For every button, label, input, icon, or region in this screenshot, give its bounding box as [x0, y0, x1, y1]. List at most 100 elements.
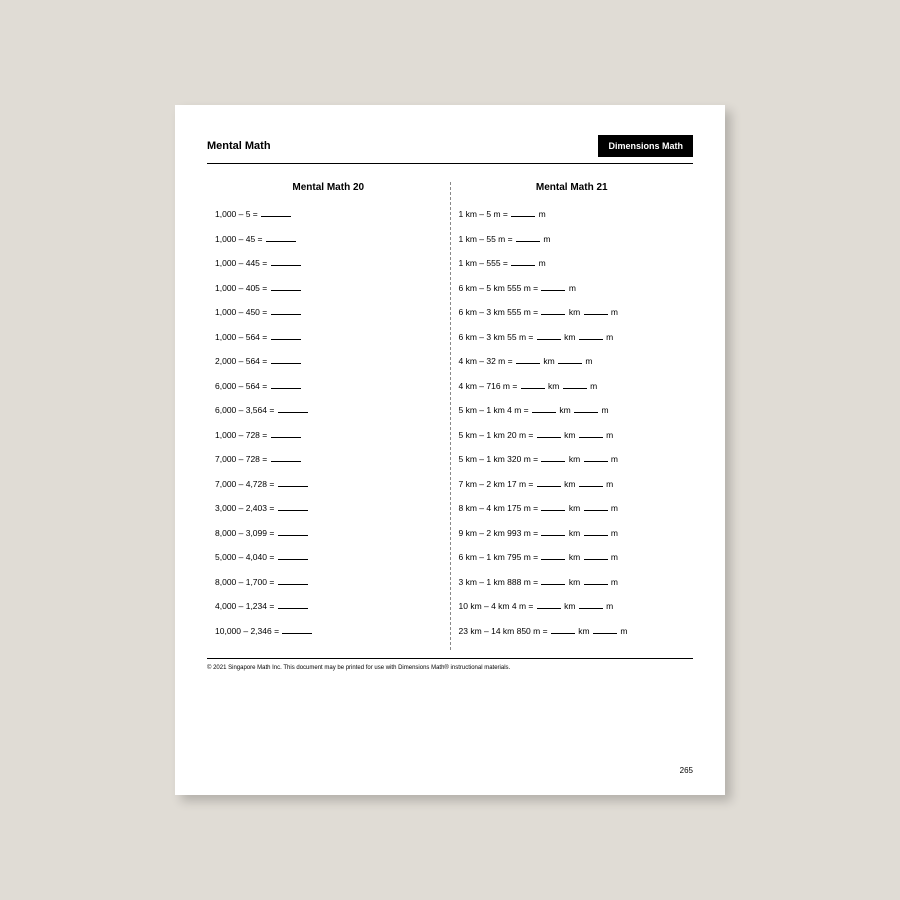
- answer-blank: [584, 503, 608, 511]
- answer-blank: [541, 283, 565, 291]
- answer-blank: [537, 430, 561, 438]
- left-column-title: Mental Math 20: [215, 182, 442, 193]
- unit-label: km: [566, 307, 582, 317]
- answer-blank: [266, 234, 296, 242]
- problem-expression: 23 km – 14 km 850 m =: [459, 626, 550, 636]
- unit-label: km: [557, 405, 573, 415]
- unit-label: m: [541, 234, 550, 244]
- problem-expression: 1,000 – 564 =: [215, 332, 270, 342]
- worksheet-page: Mental Math Dimensions Math Mental Math …: [175, 105, 725, 795]
- problem-row: 6,000 – 564 =: [215, 381, 442, 391]
- problem-row: 7,000 – 4,728 =: [215, 479, 442, 489]
- answer-blank: [584, 454, 608, 462]
- answer-blank: [584, 307, 608, 315]
- problem-row: 5 km – 1 km 20 m = km m: [459, 430, 686, 440]
- answer-blank: [537, 601, 561, 609]
- answer-blank: [271, 381, 301, 389]
- problem-expression: 8,000 – 1,700 =: [215, 577, 277, 587]
- copyright-text: © 2021 Singapore Math Inc. This document…: [207, 665, 510, 671]
- problem-expression: 3,000 – 2,403 =: [215, 503, 277, 513]
- problem-row: 1 km – 55 m = m: [459, 234, 686, 244]
- problem-row: 1,000 – 45 =: [215, 234, 442, 244]
- problem-expression: 1,000 – 405 =: [215, 283, 270, 293]
- problem-expression: 8,000 – 3,099 =: [215, 528, 277, 538]
- unit-label: km: [566, 528, 582, 538]
- problem-row: 4 km – 716 m = km m: [459, 381, 686, 391]
- answer-blank: [511, 258, 535, 266]
- unit-label: m: [566, 283, 575, 293]
- problem-row: 1,000 – 564 =: [215, 332, 442, 342]
- problem-row: 1,000 – 728 =: [215, 430, 442, 440]
- unit-label: km: [562, 332, 578, 342]
- problem-expression: 6 km – 3 km 55 m =: [459, 332, 536, 342]
- problem-expression: 5 km – 1 km 4 m =: [459, 405, 532, 415]
- unit-label: km: [566, 552, 582, 562]
- answer-blank: [271, 258, 301, 266]
- right-problems-container: 1 km – 5 m = m1 km – 55 m = m1 km – 555 …: [459, 209, 686, 636]
- problem-row: 5 km – 1 km 4 m = km m: [459, 405, 686, 415]
- problem-expression: 7,000 – 728 =: [215, 454, 270, 464]
- problem-row: 6 km – 3 km 555 m = km m: [459, 307, 686, 317]
- unit-label: km: [562, 601, 578, 611]
- problem-expression: 6 km – 5 km 555 m =: [459, 283, 541, 293]
- answer-blank: [278, 552, 308, 560]
- unit-label: m: [536, 209, 545, 219]
- answer-blank: [537, 332, 561, 340]
- unit-label: m: [604, 430, 613, 440]
- problem-row: 6 km – 3 km 55 m = km m: [459, 332, 686, 342]
- page-title: Mental Math: [207, 140, 271, 152]
- problem-row: 7 km – 2 km 17 m = km m: [459, 479, 686, 489]
- unit-label: km: [566, 454, 582, 464]
- answer-blank: [541, 307, 565, 315]
- unit-label: m: [609, 577, 618, 587]
- answer-blank: [584, 552, 608, 560]
- problem-row: 8,000 – 1,700 =: [215, 577, 442, 587]
- problem-row: 4 km – 32 m = km m: [459, 356, 686, 366]
- problem-expression: 1 km – 555 =: [459, 258, 511, 268]
- unit-label: m: [609, 503, 618, 513]
- answer-blank: [261, 209, 291, 217]
- problem-expression: 4 km – 716 m =: [459, 381, 520, 391]
- unit-label: km: [566, 503, 582, 513]
- problem-expression: 1 km – 5 m =: [459, 209, 511, 219]
- right-column-title: Mental Math 21: [459, 182, 686, 193]
- unit-label: km: [541, 356, 557, 366]
- unit-label: km: [576, 626, 592, 636]
- problem-expression: 1 km – 55 m =: [459, 234, 515, 244]
- problem-expression: 6,000 – 564 =: [215, 381, 270, 391]
- unit-label: m: [609, 454, 618, 464]
- problem-expression: 5 km – 1 km 320 m =: [459, 454, 541, 464]
- answer-blank: [271, 332, 301, 340]
- unit-label: m: [604, 601, 613, 611]
- answer-blank: [282, 626, 312, 634]
- problem-row: 3,000 – 2,403 =: [215, 503, 442, 513]
- problem-expression: 9 km – 2 km 993 m =: [459, 528, 541, 538]
- problem-row: 10,000 – 2,346 =: [215, 626, 442, 636]
- problem-expression: 5 km – 1 km 20 m =: [459, 430, 536, 440]
- answer-blank: [541, 503, 565, 511]
- answer-blank: [579, 601, 603, 609]
- answer-blank: [558, 356, 582, 364]
- answer-blank: [541, 528, 565, 536]
- answer-blank: [541, 577, 565, 585]
- unit-label: m: [583, 356, 592, 366]
- unit-label: km: [546, 381, 562, 391]
- unit-label: km: [566, 577, 582, 587]
- problem-row: 5,000 – 4,040 =: [215, 552, 442, 562]
- problem-expression: 10,000 – 2,346 =: [215, 626, 281, 636]
- unit-label: km: [562, 479, 578, 489]
- unit-label: m: [588, 381, 597, 391]
- problem-row: 6 km – 5 km 555 m = m: [459, 283, 686, 293]
- answer-blank: [278, 479, 308, 487]
- problem-expression: 4 km – 32 m =: [459, 356, 515, 366]
- unit-label: m: [609, 552, 618, 562]
- problem-row: 3 km – 1 km 888 m = km m: [459, 577, 686, 587]
- answer-blank: [563, 381, 587, 389]
- answer-blank: [521, 381, 545, 389]
- problem-expression: 1,000 – 445 =: [215, 258, 270, 268]
- problem-expression: 2,000 – 564 =: [215, 356, 270, 366]
- problem-expression: 1,000 – 5 =: [215, 209, 260, 219]
- unit-label: m: [599, 405, 608, 415]
- problem-row: 1,000 – 450 =: [215, 307, 442, 317]
- problem-expression: 6 km – 1 km 795 m =: [459, 552, 541, 562]
